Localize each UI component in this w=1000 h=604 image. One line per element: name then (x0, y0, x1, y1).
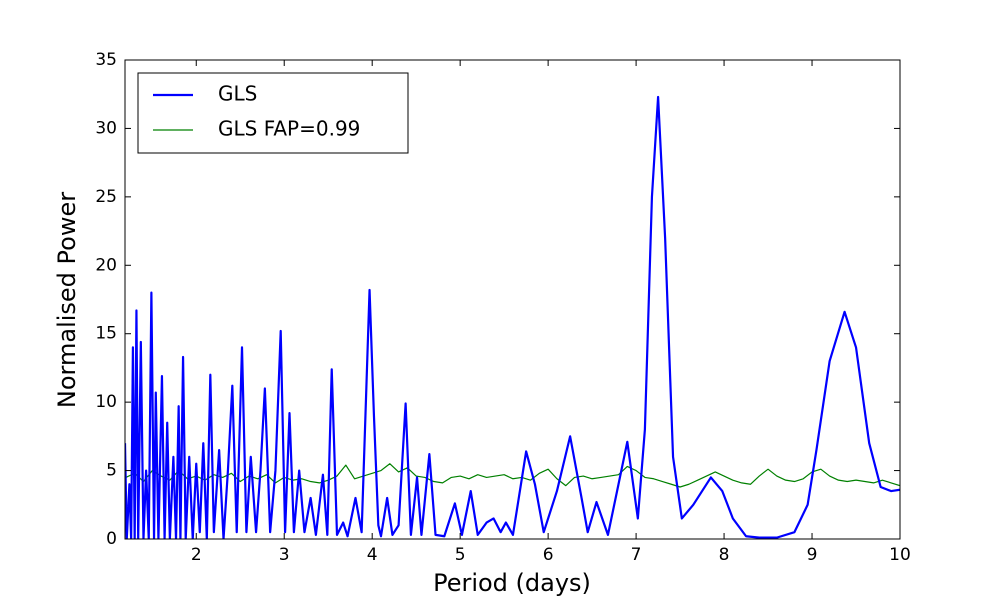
y-tick-label: 20 (95, 255, 117, 275)
x-tick-label: 5 (455, 545, 466, 565)
x-axis-label: Period (days) (433, 569, 591, 597)
series-line (125, 95, 900, 539)
x-tick-label: 9 (807, 545, 818, 565)
x-tick-label: 3 (279, 545, 290, 565)
x-tick-label: 4 (367, 545, 378, 565)
y-tick-label: 15 (95, 324, 117, 344)
plot-frame (124, 59, 901, 540)
x-tick-label: 10 (889, 545, 911, 565)
y-tick-label: 35 (95, 50, 117, 70)
legend-label: GLS FAP=0.99 (218, 117, 360, 141)
series-line (125, 463, 900, 488)
y-tick-label: 0 (106, 529, 117, 549)
legend-box (137, 72, 409, 154)
y-tick-label: 10 (95, 392, 117, 412)
x-tick-label: 7 (631, 545, 642, 565)
y-tick-label: 5 (106, 461, 117, 481)
y-axis-label: Normalised Power (53, 192, 81, 408)
y-tick-label: 30 (95, 118, 117, 138)
x-tick-label: 8 (719, 545, 730, 565)
x-tick-label: 6 (543, 545, 554, 565)
x-tick-label: 2 (191, 545, 202, 565)
y-tick-label: 25 (95, 187, 117, 207)
legend-label: GLS (218, 82, 257, 106)
